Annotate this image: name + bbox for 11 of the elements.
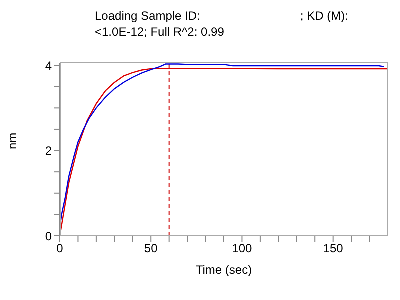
chart-title: Loading Sample ID: ; KD (M): (95, 8, 348, 24)
x-tick-label: 50 (144, 242, 158, 256)
x-tick-label: 0 (56, 242, 64, 256)
y-axis-title: nm (5, 132, 20, 150)
y-tick-label: 2 (45, 144, 52, 158)
y-tick-label: 4 (45, 58, 52, 73)
x-tick-label: 150 (323, 242, 344, 256)
chart-subtitle: <1.0E-12; Full R^2: 0.99 (95, 24, 226, 40)
x-tick-label: 100 (232, 242, 253, 256)
y-tick-label: 0 (45, 229, 52, 244)
x-axis-title: Time (sec) (196, 263, 252, 277)
